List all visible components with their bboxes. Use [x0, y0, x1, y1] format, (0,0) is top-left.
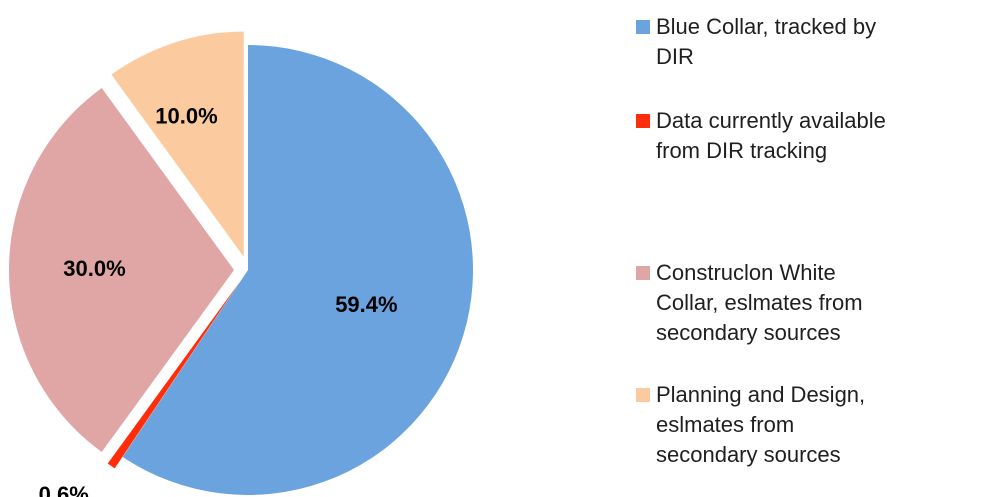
legend-item-blue-collar: Blue Collar, tracked by DIR: [636, 12, 996, 72]
legend-swatch-white-collar: [636, 266, 650, 280]
data-label-planning-design: 10.0%: [155, 103, 217, 128]
legend-label-planning-design: Planning and Design, eslmates from secon…: [656, 380, 996, 470]
legend-label-white-collar: Construclon White Collar, eslmates from …: [656, 258, 996, 348]
data-label-white-collar: 30.0%: [63, 256, 125, 281]
legend-label-dir-tracking: Data currently available from DIR tracki…: [656, 106, 996, 166]
legend-item-white-collar: Construclon White Collar, eslmates from …: [636, 258, 996, 348]
legend-swatch-blue-collar: [636, 20, 650, 34]
legend-swatch-dir-tracking: [636, 114, 650, 128]
legend-label-blue-collar: Blue Collar, tracked by DIR: [656, 12, 996, 72]
legend-item-dir-tracking: Data currently available from DIR tracki…: [636, 106, 996, 166]
legend-item-planning-design: Planning and Design, eslmates from secon…: [636, 380, 996, 470]
data-label-blue-collar: 59.4%: [335, 292, 397, 317]
legend-swatch-planning-design: [636, 388, 650, 402]
data-label-dir-tracking: 0.6%: [39, 482, 89, 497]
